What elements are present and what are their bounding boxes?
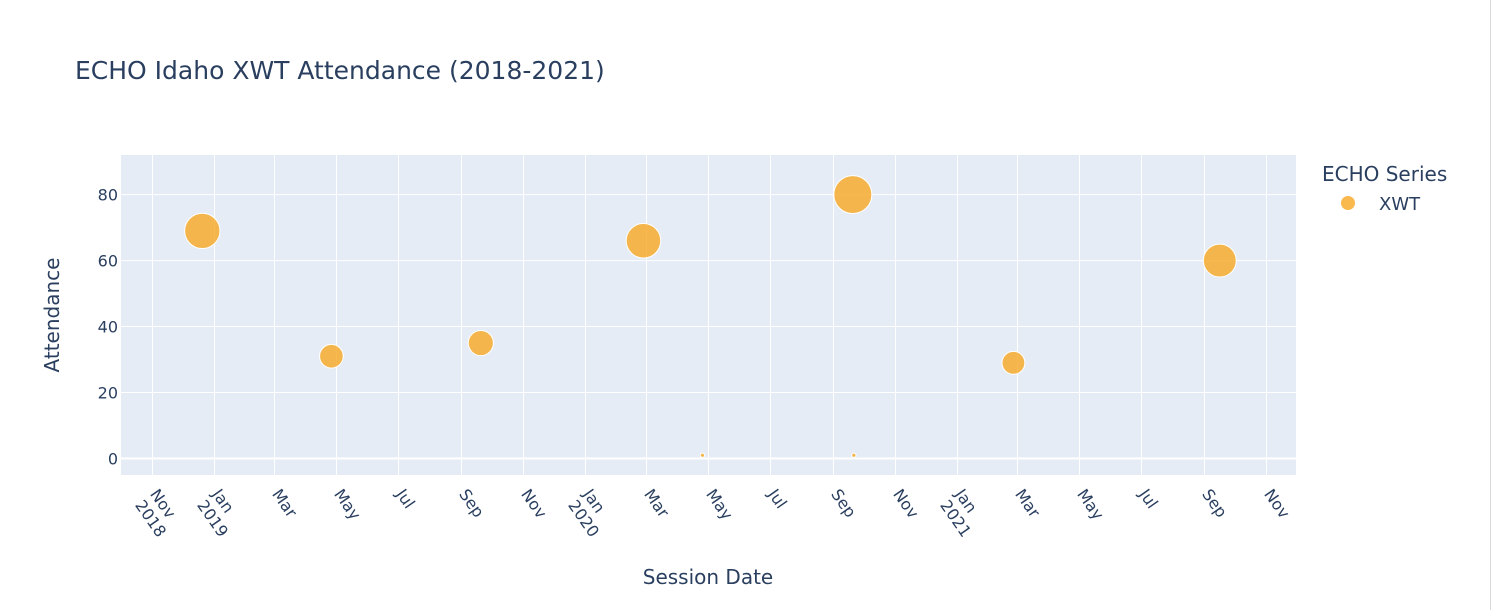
x-tick-label: Mar — [640, 485, 673, 521]
x-tick-label: May — [702, 485, 737, 523]
x-tick-label: Nov — [889, 485, 922, 521]
x-tick-label: May — [330, 485, 365, 523]
scatter-point[interactable] — [699, 452, 706, 458]
x-tick-label: Sep — [1198, 485, 1231, 521]
x-tick-label: Jul — [764, 485, 791, 513]
x-tick-label: Jul — [392, 485, 419, 513]
scatter-point[interactable] — [184, 212, 221, 250]
scatter-point[interactable] — [1202, 243, 1237, 278]
x-tick-label: May — [1073, 485, 1108, 523]
scatter-point[interactable] — [625, 223, 662, 259]
x-tick-label: Mar — [268, 485, 301, 521]
x-tick-label: Sep — [827, 485, 860, 521]
y-tick-label: 0 — [108, 450, 118, 469]
legend-marker — [1341, 196, 1355, 210]
scatter-point[interactable] — [1001, 350, 1026, 375]
chart-title: ECHO Idaho XWT Attendance (2018-2021) — [75, 56, 605, 85]
scatter-point[interactable] — [833, 175, 873, 215]
x-tick-label: Jul — [1135, 485, 1162, 513]
legend-item-xwt[interactable]: XWT — [1341, 194, 1421, 215]
grid-lines — [121, 155, 1296, 475]
y-axis-ticks: 0 20 40 60 80 — [98, 186, 118, 469]
x-tick-label: Nov — [517, 485, 550, 521]
x-tick-label: Mar — [1011, 485, 1044, 521]
y-tick-label: 80 — [98, 186, 118, 205]
y-tick-label: 20 — [98, 384, 118, 403]
window-edge-divider — [1490, 0, 1491, 610]
legend: ECHO Series XWT — [1322, 162, 1447, 215]
scatter-points — [184, 175, 1237, 458]
x-tick-label: Sep — [455, 485, 488, 521]
legend-item-label: XWT — [1379, 194, 1421, 215]
scatter-point[interactable] — [319, 343, 344, 369]
y-tick-label: 40 — [98, 318, 118, 337]
x-tick-label: Nov — [1260, 485, 1293, 521]
x-axis-title: Session Date — [643, 565, 773, 589]
scatter-point[interactable] — [851, 452, 857, 458]
legend-title: ECHO Series — [1322, 162, 1447, 186]
y-axis-title: Attendance — [40, 258, 64, 373]
y-tick-label: 60 — [98, 252, 118, 271]
scatter-point[interactable] — [467, 329, 494, 357]
